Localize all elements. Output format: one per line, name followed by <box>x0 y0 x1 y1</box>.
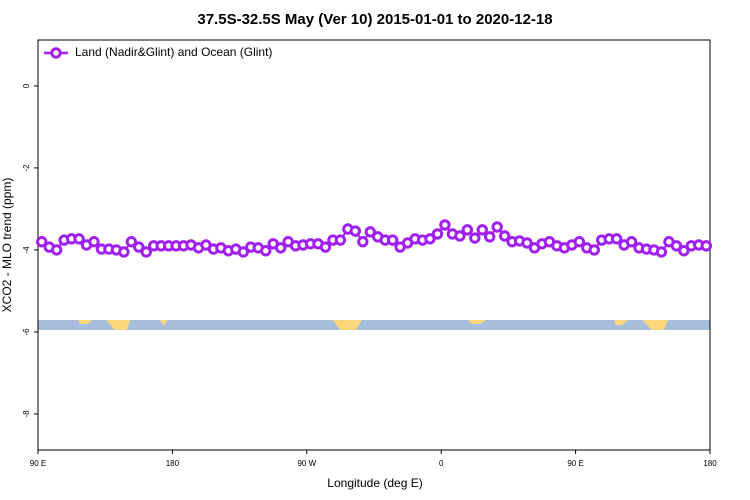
x-tick-label: 0 <box>439 459 444 468</box>
point <box>88 236 100 248</box>
point <box>237 246 250 258</box>
point <box>274 242 287 254</box>
point <box>454 230 466 242</box>
y-tick-label: 0 <box>22 83 31 88</box>
map-strip <box>38 320 710 330</box>
point <box>476 224 488 236</box>
point <box>521 237 533 249</box>
y-tick-label: -8 <box>22 410 31 418</box>
x-axis-label: Longitude (deg E) <box>327 476 422 490</box>
x-tick-label: 180 <box>703 459 717 468</box>
point <box>424 233 436 245</box>
x-tick-label: 180 <box>166 459 180 468</box>
point <box>573 236 586 248</box>
x-tick-label: 90 E <box>30 459 46 468</box>
point <box>469 232 481 244</box>
point <box>610 233 623 245</box>
point <box>431 228 444 240</box>
point <box>357 236 369 248</box>
point <box>386 234 399 246</box>
point <box>498 230 511 242</box>
point <box>334 234 347 246</box>
point <box>678 245 690 257</box>
point <box>133 241 145 253</box>
point <box>655 246 668 258</box>
point <box>118 246 130 258</box>
y-axis-label: XCO2 - MLO trend (ppm) <box>0 178 14 313</box>
point <box>484 231 496 243</box>
point <box>50 244 63 256</box>
point <box>461 224 474 236</box>
point <box>670 240 683 252</box>
point <box>625 236 638 248</box>
point <box>588 244 600 256</box>
y-tick-label: -4 <box>22 246 31 254</box>
point <box>140 246 152 258</box>
y-tick-label: -2 <box>22 164 31 172</box>
x-tick-label: 90 W <box>297 459 316 468</box>
chart-title: 37.5S-32.5S May (Ver 10) 2015-01-01 to 2… <box>197 11 552 28</box>
point <box>319 241 332 253</box>
x-tick-label: 90 E <box>567 459 583 468</box>
point <box>73 233 85 245</box>
point <box>125 236 138 248</box>
point <box>349 225 362 237</box>
y-tick-label: -6 <box>22 328 31 336</box>
point <box>439 219 451 231</box>
point <box>364 226 376 238</box>
point <box>36 236 48 248</box>
legend-label: Land (Nadir&Glint) and Ocean (Glint) <box>75 45 272 59</box>
legend-marker <box>50 47 62 59</box>
point <box>491 221 503 233</box>
point <box>700 240 712 252</box>
point <box>260 245 272 257</box>
